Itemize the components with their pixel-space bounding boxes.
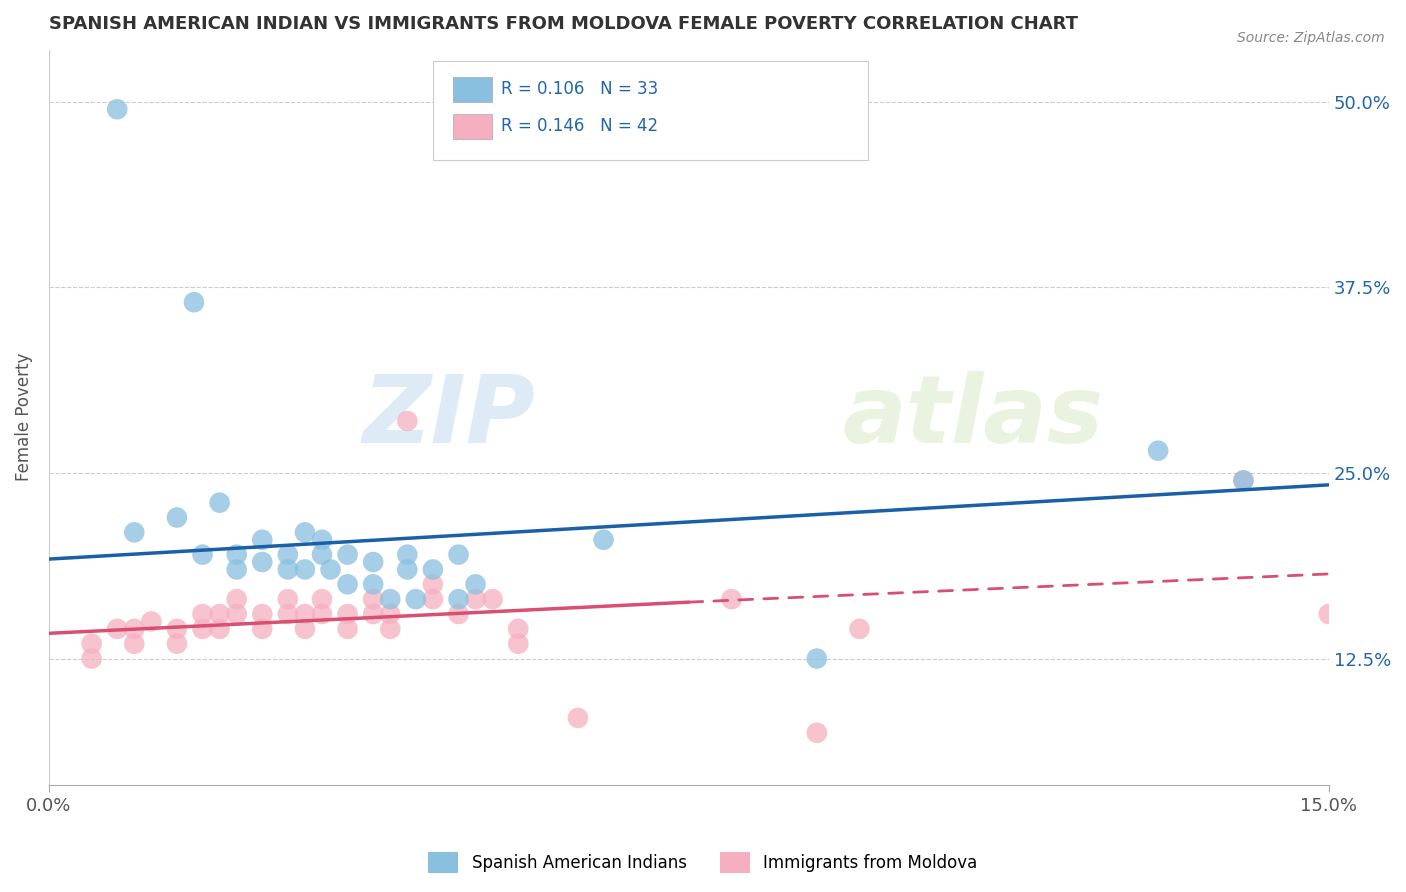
Point: [191, 548, 214, 562]
Y-axis label: Female Poverty: Female Poverty: [15, 353, 32, 482]
Point: [80, 637, 103, 651]
Point: [124, 637, 146, 651]
Point: [105, 102, 128, 116]
Point: [311, 533, 333, 547]
Point: [225, 562, 247, 576]
Point: [396, 414, 419, 428]
Point: [1317, 607, 1340, 621]
Point: [567, 711, 589, 725]
Point: [311, 607, 333, 621]
Point: [225, 592, 247, 607]
Point: [252, 555, 274, 569]
Point: [208, 496, 231, 510]
Text: Source: ZipAtlas.com: Source: ZipAtlas.com: [1237, 31, 1385, 45]
Point: [361, 592, 384, 607]
Point: [294, 622, 316, 636]
Point: [208, 607, 231, 621]
Point: [422, 562, 444, 576]
Point: [277, 607, 299, 621]
Point: [464, 577, 486, 591]
FancyBboxPatch shape: [453, 114, 492, 139]
Point: [447, 607, 470, 621]
Point: [361, 555, 384, 569]
Point: [311, 548, 333, 562]
Point: [141, 615, 163, 629]
Point: [166, 637, 188, 651]
Point: [336, 607, 359, 621]
Text: R = 0.106   N = 33: R = 0.106 N = 33: [501, 79, 658, 98]
Point: [447, 592, 470, 607]
Point: [252, 533, 274, 547]
Point: [183, 295, 205, 310]
Point: [592, 533, 614, 547]
Text: SPANISH AMERICAN INDIAN VS IMMIGRANTS FROM MOLDOVA FEMALE POVERTY CORRELATION CH: SPANISH AMERICAN INDIAN VS IMMIGRANTS FR…: [49, 15, 1078, 33]
Point: [294, 525, 316, 540]
Text: atlas: atlas: [842, 371, 1104, 463]
FancyBboxPatch shape: [453, 77, 492, 102]
Point: [405, 592, 427, 607]
Point: [1232, 474, 1254, 488]
FancyBboxPatch shape: [433, 61, 868, 160]
Point: [336, 548, 359, 562]
Point: [464, 592, 486, 607]
Text: ZIP: ZIP: [363, 371, 536, 463]
Point: [422, 577, 444, 591]
Point: [508, 637, 530, 651]
Point: [380, 607, 402, 621]
Point: [277, 562, 299, 576]
Point: [191, 607, 214, 621]
Point: [252, 607, 274, 621]
Point: [806, 726, 828, 740]
Point: [396, 562, 419, 576]
Point: [124, 622, 146, 636]
Point: [361, 577, 384, 591]
Point: [380, 622, 402, 636]
Point: [225, 548, 247, 562]
Point: [252, 622, 274, 636]
Point: [277, 592, 299, 607]
Point: [225, 607, 247, 621]
Point: [848, 622, 870, 636]
Point: [422, 592, 444, 607]
Point: [105, 622, 128, 636]
Text: R = 0.146   N = 42: R = 0.146 N = 42: [501, 117, 658, 135]
Point: [124, 525, 146, 540]
Point: [208, 622, 231, 636]
Point: [80, 651, 103, 665]
Point: [1147, 443, 1170, 458]
Point: [319, 562, 342, 576]
Point: [294, 607, 316, 621]
Point: [447, 548, 470, 562]
Point: [720, 592, 742, 607]
Point: [336, 577, 359, 591]
Point: [191, 622, 214, 636]
Point: [166, 622, 188, 636]
Point: [336, 622, 359, 636]
Point: [508, 622, 530, 636]
Legend: Spanish American Indians, Immigrants from Moldova: Spanish American Indians, Immigrants fro…: [422, 846, 984, 880]
Point: [396, 548, 419, 562]
Point: [481, 592, 503, 607]
Point: [806, 651, 828, 665]
Point: [361, 607, 384, 621]
Point: [277, 548, 299, 562]
Point: [1232, 474, 1254, 488]
Point: [294, 562, 316, 576]
Point: [166, 510, 188, 524]
Point: [311, 592, 333, 607]
Point: [380, 592, 402, 607]
